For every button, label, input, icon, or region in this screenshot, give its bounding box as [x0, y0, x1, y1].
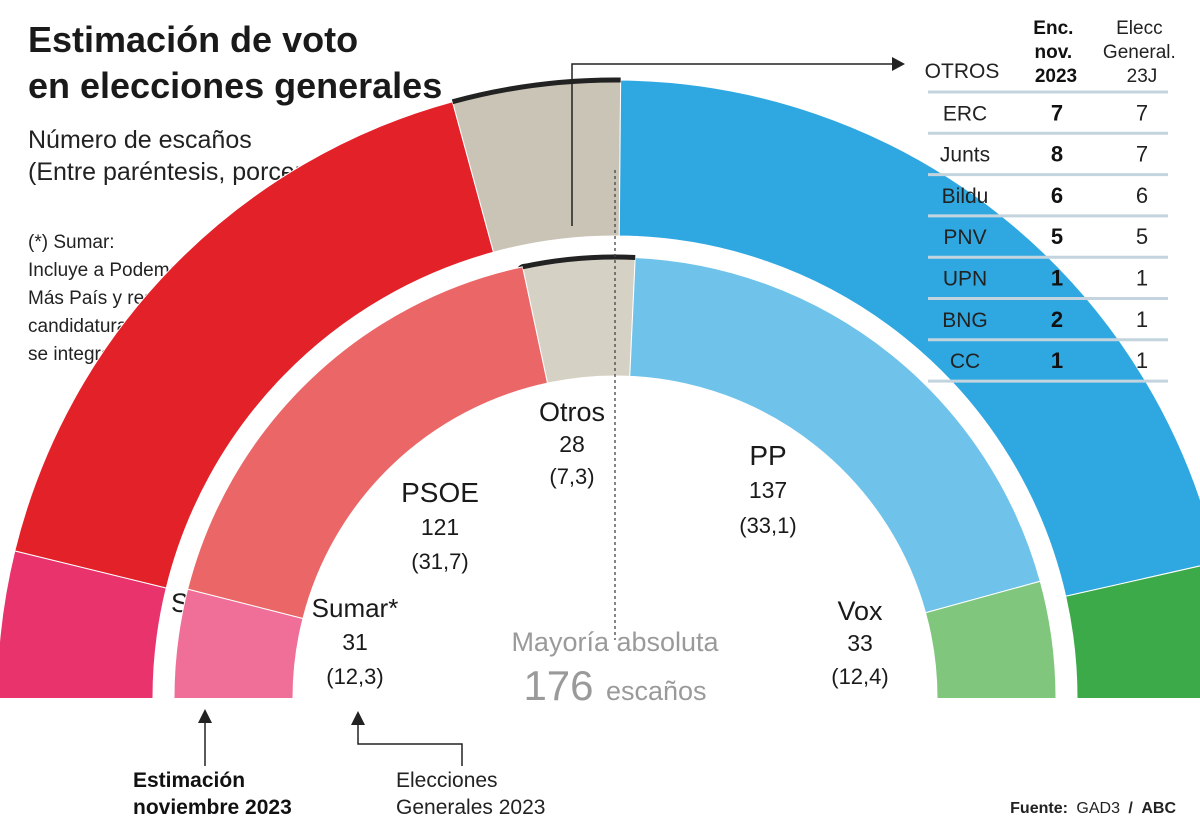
- inner-ring-elections: Sumar* 31 (12,3) PSOE 121 (31,7) Otros 28 (7,3) P…: [173, 254, 1057, 698]
- table-cell-elecc: 1: [1136, 348, 1148, 373]
- source-label: Fuente:: [1010, 800, 1068, 817]
- table-cell-enc: 1: [1051, 348, 1063, 373]
- table-header-elecc-l2: General.: [1103, 42, 1176, 63]
- table-row: UPN 1 1: [928, 266, 1168, 300]
- label-party: Sumar*: [312, 593, 399, 623]
- callout-inner-line2: Generales 2023: [396, 796, 545, 819]
- header: Estimación de voto en elecciones general…: [28, 19, 442, 186]
- otros-leader-arrow-icon: [892, 57, 905, 71]
- table-cell-party: ERC: [943, 102, 987, 125]
- callout-inner-line: [357, 724, 463, 766]
- label-seats: 137: [749, 477, 787, 503]
- majority-seats: 176 escaños: [523, 662, 706, 709]
- table-cell-enc: 5: [1051, 224, 1063, 249]
- label-seats: 28: [559, 431, 585, 457]
- table-cell-elecc: 1: [1136, 266, 1148, 291]
- table-header-elecc-l1: Elecc: [1116, 18, 1162, 39]
- table-header-elecc: Elecc General. 23J: [1103, 18, 1181, 87]
- label-pct: (7,3): [549, 464, 594, 489]
- outer-segments: [0, 79, 1200, 698]
- outer-otros-highlight-arc: [451, 77, 621, 105]
- table-cell-enc: 2: [1051, 307, 1063, 332]
- table-cell-enc: 7: [1051, 100, 1063, 125]
- table-row: PNV 5 5: [928, 224, 1168, 259]
- table-row: Bildu 6 6: [928, 183, 1168, 218]
- table-header-enc-l1: Enc.: [1033, 18, 1073, 39]
- table-title: OTROS: [925, 60, 1000, 83]
- table-cell-party: Junts: [940, 144, 990, 167]
- callout-inner-arrow-icon: [351, 711, 365, 725]
- table-row: CC 1 1: [928, 348, 1168, 383]
- callout-inner-line1: Elecciones: [396, 769, 498, 792]
- source-outlet: ABC: [1141, 800, 1176, 817]
- callout-inner: Elecciones Generales 2023: [351, 711, 545, 819]
- table-row: BNG 2 1: [928, 307, 1168, 342]
- table-header-enc: Enc. nov. 2023: [1033, 18, 1078, 87]
- table-cell-enc: 6: [1051, 183, 1063, 208]
- inner-label-psoe: PSOE 121 (31,7): [401, 477, 479, 574]
- inner-otros-highlight-arc: [522, 254, 636, 270]
- table-header-elecc-l3: 23J: [1127, 66, 1158, 87]
- otros-leader-line: [571, 63, 893, 226]
- table-cell-elecc: 6: [1136, 183, 1148, 208]
- table-row: Junts 8 7: [928, 142, 1168, 177]
- label-seats: 33: [847, 630, 873, 656]
- table-header-enc-l2: nov.: [1035, 42, 1073, 63]
- label-party: PSOE: [401, 477, 479, 508]
- inner-label-pp: PP 137 (33,1): [739, 440, 796, 538]
- majority-seats-unit: escaños: [606, 676, 707, 706]
- inner-label-otros: Otros 28 (7,3): [539, 397, 605, 489]
- table-cell-party: Bildu: [942, 185, 989, 208]
- inner-segment-pp: [629, 256, 1041, 614]
- majority-seats-number: 176: [523, 662, 593, 709]
- majority-label: Mayoría absoluta 176 escaños: [511, 627, 719, 709]
- majority-label-text: Mayoría absoluta: [511, 627, 719, 657]
- outer-segment-psoe: [14, 101, 495, 589]
- label-seats: 31: [342, 629, 368, 655]
- inner-segment-vox: [924, 580, 1057, 698]
- inner-segments: [173, 256, 1057, 698]
- label-pct: (12,4): [831, 664, 888, 689]
- callout-outer-arrow-icon: [198, 709, 212, 723]
- label-pct: (31,7): [411, 549, 468, 574]
- label-party: Vox: [837, 596, 883, 626]
- otros-table: OTROS Enc. nov. 2023 Elecc General. 23J …: [925, 18, 1181, 383]
- table-cell-party: UPN: [943, 268, 987, 291]
- table-cell-party: CC: [950, 350, 980, 373]
- outer-ring-estimation: Sumar*30(12,0)PSOE116(29,7)Otros30(7,7)P…: [0, 77, 1200, 698]
- table-cell-elecc: 7: [1136, 142, 1148, 167]
- table-cell-enc: 1: [1051, 266, 1063, 291]
- inner-label-sumar: Sumar* 31 (12,3): [312, 593, 399, 689]
- footnote-line: (*) Sumar:: [28, 232, 115, 253]
- table-cell-party: PNV: [943, 226, 986, 249]
- table-cell-elecc: 7: [1136, 100, 1148, 125]
- table-row: ERC 7 7: [928, 100, 1168, 135]
- source-sep: /: [1128, 800, 1133, 817]
- chart-title-line2: en elecciones generales: [28, 65, 442, 106]
- label-pct: (12,3): [326, 664, 383, 689]
- source-value: GAD3: [1076, 800, 1120, 817]
- table-rows: ERC 7 7 Junts 8 7 Bildu 6 6 PNV 5 5 UPN 1 1 BNG 2 1 CC 1 1: [928, 90, 1168, 383]
- label-party: PP: [749, 440, 786, 471]
- callout-outer: Estimación noviembre 2023: [133, 709, 292, 819]
- chart-subtitle-line1: Número de escaños: [28, 126, 252, 154]
- table-header-enc-l3: 2023: [1035, 66, 1077, 87]
- callout-outer-line2: noviembre 2023: [133, 796, 292, 819]
- label-pct: (33,1): [739, 513, 796, 538]
- table-cell-party: BNG: [942, 309, 988, 332]
- otros-leader: [571, 57, 905, 226]
- table-cell-elecc: 1: [1136, 307, 1148, 332]
- label-party: Otros: [539, 397, 605, 427]
- table-cell-enc: 8: [1051, 142, 1063, 167]
- inner-label-vox: Vox 33 (12,4): [831, 596, 888, 689]
- chart-title-line1: Estimación de voto: [28, 19, 358, 60]
- outer-segment-vox: [1065, 565, 1200, 698]
- table-cell-elecc: 5: [1136, 224, 1148, 249]
- outer-segment-pp: [618, 79, 1200, 597]
- callout-outer-line1: Estimación: [133, 769, 245, 792]
- source: Fuente: GAD3 / ABC: [1010, 800, 1176, 817]
- label-seats: 121: [421, 514, 459, 540]
